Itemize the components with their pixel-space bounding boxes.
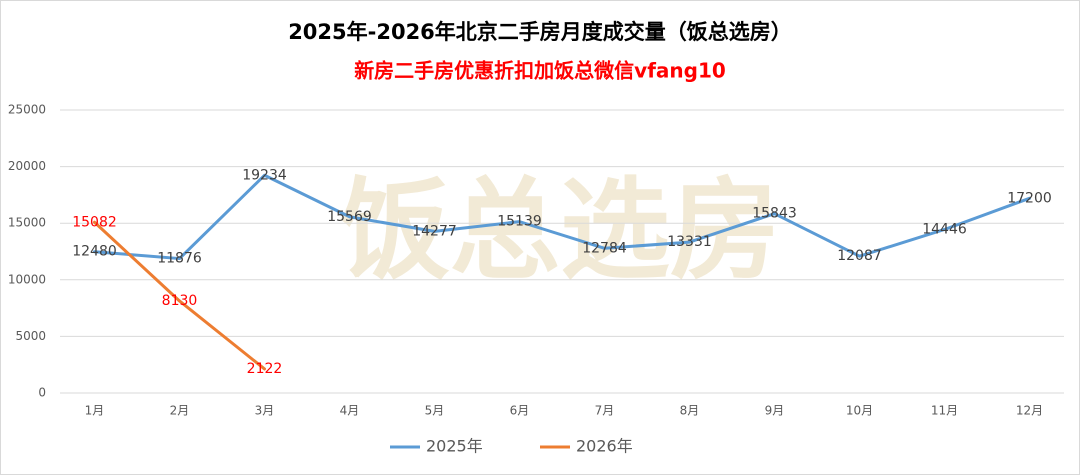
data-label: 2122 xyxy=(247,361,283,377)
x-tick-label: 6月 xyxy=(510,404,530,418)
data-label: 19234 xyxy=(242,167,287,183)
chart-title: 2025年-2026年北京二手房月度成交量（饭总选房） xyxy=(288,20,792,44)
y-tick-label: 15000 xyxy=(8,216,46,230)
line-series xyxy=(93,173,1031,261)
data-label: 8130 xyxy=(162,293,198,309)
legend-label: 2026年 xyxy=(576,437,633,456)
data-label: 15082 xyxy=(72,214,117,230)
x-tick-label: 4月 xyxy=(340,404,360,418)
x-tick-label: 7月 xyxy=(595,404,615,418)
data-label: 15843 xyxy=(752,206,797,222)
x-tick-label: 1月 xyxy=(85,404,105,418)
x-tick-label: 2月 xyxy=(170,404,190,418)
line-series xyxy=(93,220,266,371)
x-tick-label: 12月 xyxy=(1016,404,1043,418)
data-label: 13331 xyxy=(667,234,712,250)
y-tick-label: 5000 xyxy=(15,329,46,343)
x-tick-label: 8月 xyxy=(680,404,700,418)
x-tick-label: 5月 xyxy=(425,404,445,418)
data-label: 15139 xyxy=(497,214,542,230)
y-tick-label: 0 xyxy=(38,386,46,400)
data-label: 12784 xyxy=(582,240,627,256)
x-tick-label: 3月 xyxy=(255,404,275,418)
chart-subtitle: 新房二手房优惠折扣加饭总微信vfang10 xyxy=(354,59,726,83)
legend-label: 2025年 xyxy=(426,437,483,456)
data-label: 12480 xyxy=(72,244,117,260)
y-tick-label: 25000 xyxy=(8,103,46,117)
data-label: 14446 xyxy=(922,221,967,237)
watermark: 饭总选房 xyxy=(340,166,780,294)
data-label: 12087 xyxy=(837,248,882,264)
data-label: 11876 xyxy=(157,251,202,267)
x-tick-label: 11月 xyxy=(931,404,958,418)
y-tick-label: 10000 xyxy=(8,272,46,286)
y-tick-label: 20000 xyxy=(8,159,46,173)
x-tick-label: 9月 xyxy=(765,404,785,418)
data-label: 15569 xyxy=(327,209,372,225)
x-tick-label: 10月 xyxy=(846,404,873,418)
data-label: 17200 xyxy=(1007,190,1052,206)
data-label: 14277 xyxy=(412,223,457,239)
